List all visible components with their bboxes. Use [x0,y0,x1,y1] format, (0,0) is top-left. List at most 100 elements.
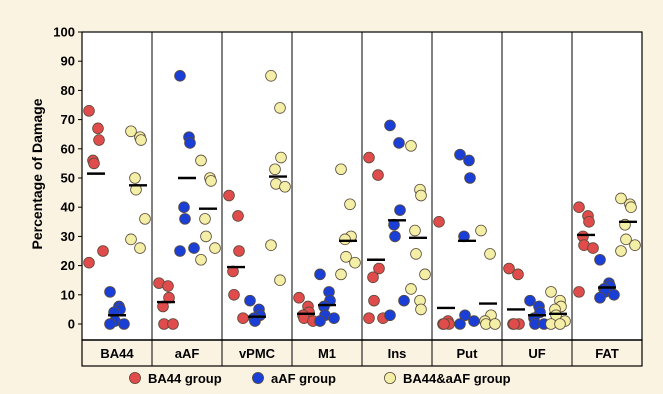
category-label: vPMC [239,346,276,361]
data-point [398,294,410,307]
data-point [178,201,190,214]
data-point [339,233,351,246]
data-point [410,248,422,260]
data-point [554,318,566,330]
data-point [463,154,475,167]
data-point [454,318,466,330]
data-point [104,318,116,330]
data-point [512,268,524,281]
y-tick-label: 20 [61,258,75,273]
data-point [244,294,256,307]
category-label: Ins [388,346,407,361]
data-point [134,242,146,254]
data-point [373,262,385,275]
data-point [419,268,431,281]
data-point [349,256,361,269]
data-point [389,230,401,243]
data-point [545,286,557,298]
data-point [195,253,207,266]
category-label: FAT [595,346,619,361]
data-point [314,315,326,327]
data-point [409,224,421,237]
data-point [503,262,515,275]
y-tick-label: 100 [53,25,75,40]
data-point [135,134,147,146]
data-point [340,251,352,263]
data-point [405,140,417,152]
category-label: Put [457,346,479,361]
data-point [583,216,595,228]
data-point [200,230,212,243]
data-point [265,70,277,82]
y-tick-label: 70 [61,112,75,127]
data-point [228,288,240,301]
legend-marker [251,371,264,384]
data-point [195,154,207,167]
data-points [83,70,641,330]
data-point [415,189,427,202]
data-point [88,157,100,170]
category-band [81,339,643,367]
data-point [367,271,379,284]
data-point [223,189,235,202]
category-dividers [81,32,643,367]
data-point [179,213,191,225]
data-point [524,294,536,307]
data-point [573,286,585,298]
data-point [328,312,340,324]
data-point [139,213,151,225]
data-point [279,180,291,193]
data-point [118,318,130,330]
data-point [468,315,480,327]
data-point [594,253,606,266]
data-point [344,198,356,211]
data-point [454,148,466,161]
data-point [573,201,585,214]
data-point [232,210,244,222]
data-point [199,213,211,225]
data-point [608,288,620,301]
data-point [587,242,599,254]
data-point [293,291,305,304]
data-point [393,137,405,149]
data-point [615,245,627,257]
data-point [594,291,606,304]
data-point [97,245,109,257]
legend-label: BA44&aAF group [403,371,511,386]
y-tick-label: 0 [68,317,75,332]
data-point [363,312,375,324]
data-point [335,268,347,281]
data-point [83,256,95,269]
data-point [489,318,501,330]
data-point [314,268,326,281]
data-point [384,119,396,132]
legend: BA44 group aAF group BA44&aAF group [128,371,511,386]
data-point [433,216,445,228]
data-point [209,242,221,254]
data-point [335,163,347,176]
data-point [475,224,487,237]
data-point [93,134,105,146]
data-point [174,70,186,82]
category-label: BA44 [100,346,134,361]
data-point [237,312,249,324]
y-tick-label: 30 [61,229,75,244]
data-point [438,318,450,330]
data-point [104,286,116,298]
data-point [265,239,277,251]
data-point [363,151,375,164]
y-axis-title: Percentage of Damage [29,98,45,249]
category-label: UF [528,346,545,361]
y-tick-label: 90 [61,54,75,69]
data-point [484,248,496,260]
data-point [174,245,186,257]
legend-marker [128,371,141,384]
data-point [162,280,174,292]
data-point [167,318,179,330]
data-point [274,102,286,114]
y-tick-label: 40 [61,200,75,215]
data-point [405,283,417,295]
y-tick-label: 60 [61,141,75,156]
